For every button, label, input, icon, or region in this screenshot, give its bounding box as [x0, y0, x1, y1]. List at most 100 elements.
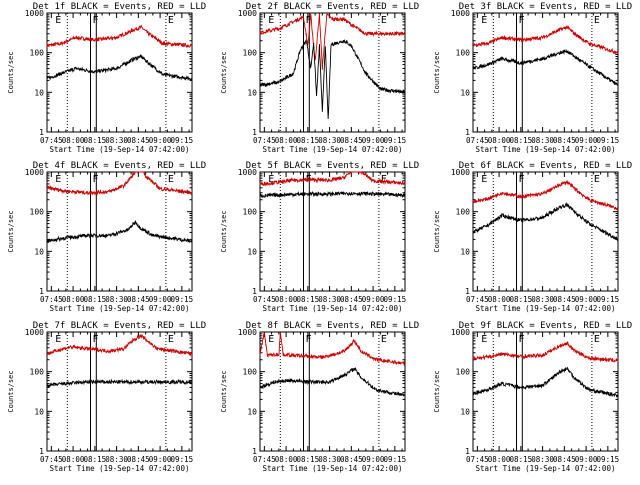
panel-title: Det 1f BLACK = Events, RED = LLD — [33, 2, 206, 12]
x-tick-label: 09:00 — [575, 295, 598, 304]
plot-frame — [46, 331, 193, 452]
events-series-line — [472, 201, 619, 242]
panel-title: Det 4f BLACK = Events, RED = LLD — [33, 161, 206, 171]
x-tick-label: 08:45 — [340, 295, 363, 304]
panel-title: Det 2f BLACK = Events, RED = LLD — [246, 2, 419, 12]
detector-panel-1: Det 1f BLACK = Events, RED = LLD 1 10 100 10… — [7, 2, 206, 154]
y-axis-label: Counts/sec — [7, 370, 15, 412]
y-tick-label: 1000 — [25, 328, 44, 337]
x-tick-label: 09:15 — [171, 136, 194, 145]
region-label: E — [55, 334, 61, 345]
detector-panel-8: Det 8f BLACK = Events, RED = LLD 1 10 100 10… — [220, 321, 419, 473]
detector-panel-9: Det 9f BLACK = Events, RED = LLD 1 10 100 10… — [433, 321, 632, 473]
x-tick-label: 09:15 — [597, 455, 620, 464]
region-label: E — [168, 334, 174, 345]
y-tick-label: 100 — [456, 208, 471, 217]
y-tick-label: 10 — [460, 88, 470, 97]
x-tick-label: 08:30 — [105, 455, 128, 464]
x-tick-label: 08:45 — [340, 136, 363, 145]
y-tick-label: 1000 — [238, 9, 257, 18]
x-tick-label: 09:00 — [575, 455, 598, 464]
lld-series-line — [259, 170, 406, 187]
region-label: F — [306, 334, 312, 345]
y-tick-label: 1 — [39, 287, 44, 296]
x-tick-label: 08:45 — [553, 295, 576, 304]
y-tick-label: 10 — [247, 407, 257, 416]
region-label: E — [381, 174, 387, 185]
y-tick-label: 1 — [252, 447, 257, 456]
y-tick-label: 1000 — [25, 9, 44, 18]
lld-series-line — [472, 180, 619, 212]
region-label: F — [519, 334, 525, 345]
x-tick-label: 08:45 — [127, 295, 150, 304]
panel-title: Det 7f BLACK = Events, RED = LLD — [33, 321, 206, 331]
panel-title: Det 6f BLACK = Events, RED = LLD — [459, 161, 632, 171]
region-label: E — [481, 15, 487, 26]
region-label: E — [594, 15, 600, 26]
y-axis-label: Counts/sec — [433, 210, 441, 252]
x-tick-label: 08:15 — [510, 455, 533, 464]
x-axis-label: Start Time (19-Sep-14 07:42:00) — [50, 145, 190, 154]
y-axis-label: Counts/sec — [7, 51, 15, 93]
events-series-line — [46, 220, 193, 244]
x-tick-label: 08:15 — [297, 295, 320, 304]
detector-panel-4: Det 4f BLACK = Events, RED = LLD 1 10 100 10… — [7, 161, 206, 313]
y-tick-label: 1 — [465, 287, 470, 296]
x-tick-label: 09:15 — [171, 295, 194, 304]
y-tick-label: 1000 — [238, 328, 257, 337]
x-tick-label: 08:00 — [488, 295, 511, 304]
x-tick-label: 09:15 — [384, 295, 407, 304]
y-tick-label: 10 — [247, 88, 257, 97]
lld-series-line — [46, 24, 193, 49]
x-tick-label: 08:30 — [318, 295, 341, 304]
x-tick-label: 07:45 — [40, 136, 63, 145]
region-label: E — [594, 174, 600, 185]
plot-frame — [259, 331, 406, 452]
x-tick-label: 08:45 — [127, 136, 150, 145]
events-series-line — [259, 367, 406, 397]
y-axis-label: Counts/sec — [220, 51, 228, 93]
x-tick-label: 09:00 — [362, 455, 385, 464]
y-tick-label: 1 — [39, 447, 44, 456]
y-tick-label: 100 — [243, 368, 258, 377]
region-label: E — [381, 334, 387, 345]
x-tick-label: 08:00 — [488, 136, 511, 145]
x-tick-label: 08:00 — [62, 136, 85, 145]
region-label: E — [168, 15, 174, 26]
x-tick-label: 08:15 — [510, 295, 533, 304]
y-tick-label: 100 — [243, 49, 258, 58]
y-tick-label: 1 — [252, 287, 257, 296]
region-label: F — [306, 15, 312, 26]
region-label: E — [594, 334, 600, 345]
events-series-line — [472, 49, 619, 87]
events-series-line — [259, 39, 406, 119]
y-tick-label: 1000 — [25, 168, 44, 177]
x-tick-label: 09:00 — [149, 295, 172, 304]
region-label: E — [481, 174, 487, 185]
x-tick-label: 07:45 — [253, 455, 276, 464]
x-tick-label: 09:00 — [149, 455, 172, 464]
region-label: F — [93, 174, 99, 185]
region-label: E — [55, 174, 61, 185]
y-tick-label: 1 — [465, 447, 470, 456]
y-tick-label: 1 — [252, 128, 257, 137]
y-tick-label: 1000 — [451, 9, 470, 18]
panel-title: Det 9f BLACK = Events, RED = LLD — [459, 321, 632, 331]
x-tick-label: 09:00 — [149, 136, 172, 145]
x-tick-label: 08:30 — [531, 455, 554, 464]
y-tick-label: 100 — [243, 208, 258, 217]
y-axis-label: Counts/sec — [220, 370, 228, 412]
x-axis-label: Start Time (19-Sep-14 07:42:00) — [263, 304, 403, 313]
events-series-line — [472, 366, 619, 398]
x-tick-label: 09:00 — [362, 136, 385, 145]
x-axis-label: Start Time (19-Sep-14 07:42:00) — [263, 145, 403, 154]
plot-frame — [46, 171, 193, 292]
region-label: E — [55, 15, 61, 26]
plot-frame — [46, 12, 193, 133]
lld-series-line — [259, 11, 406, 70]
x-tick-label: 08:00 — [275, 455, 298, 464]
x-tick-label: 08:15 — [297, 136, 320, 145]
lld-series-line — [46, 171, 193, 196]
events-series-line — [46, 54, 193, 82]
